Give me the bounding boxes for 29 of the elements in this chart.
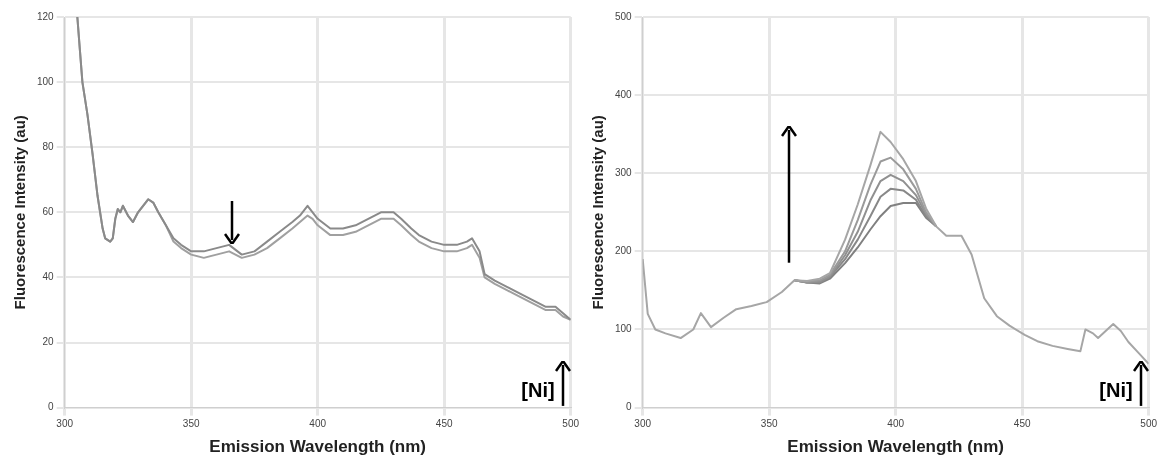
y-tick-label: 0 [626,401,633,413]
y-tick-label: 120 [37,10,55,22]
x-tick-label: 350 [760,418,778,430]
x-tick-label: 400 [309,418,327,430]
y-axis-title: Fluorescence Intensity (au) [11,115,29,310]
y-tick-label: 20 [42,336,55,348]
y-tick-label: 60 [42,206,55,218]
y-tick-label: 300 [615,166,633,178]
x-tick-label: 300 [56,418,74,430]
y-tick-label: 0 [48,401,55,413]
annotation: [Ni] [521,379,555,402]
y-tick-label: 400 [615,88,633,100]
y-axis-title: Fluorescence Intensity (au) [589,115,607,310]
x-tick-label: 450 [435,418,453,430]
x-axis-title: Emission Wavelength (nm) [209,437,426,457]
x-axis-title: Emission Wavelength (nm) [787,437,1004,457]
x-tick-label: 350 [182,418,200,430]
y-tick-label: 40 [42,271,55,283]
x-tick-label: 500 [562,418,580,430]
annotation: [Ni] [1099,379,1133,402]
y-tick-label: 100 [615,323,633,335]
y-tick-label: 100 [37,75,55,87]
y-tick-label: 200 [615,245,633,257]
x-tick-label: 300 [634,418,652,430]
x-tick-label: 450 [1013,418,1031,430]
y-tick-label: 500 [615,10,633,22]
y-tick-label: 80 [42,140,55,152]
x-tick-label: 400 [887,418,905,430]
x-tick-label: 500 [1140,418,1158,430]
